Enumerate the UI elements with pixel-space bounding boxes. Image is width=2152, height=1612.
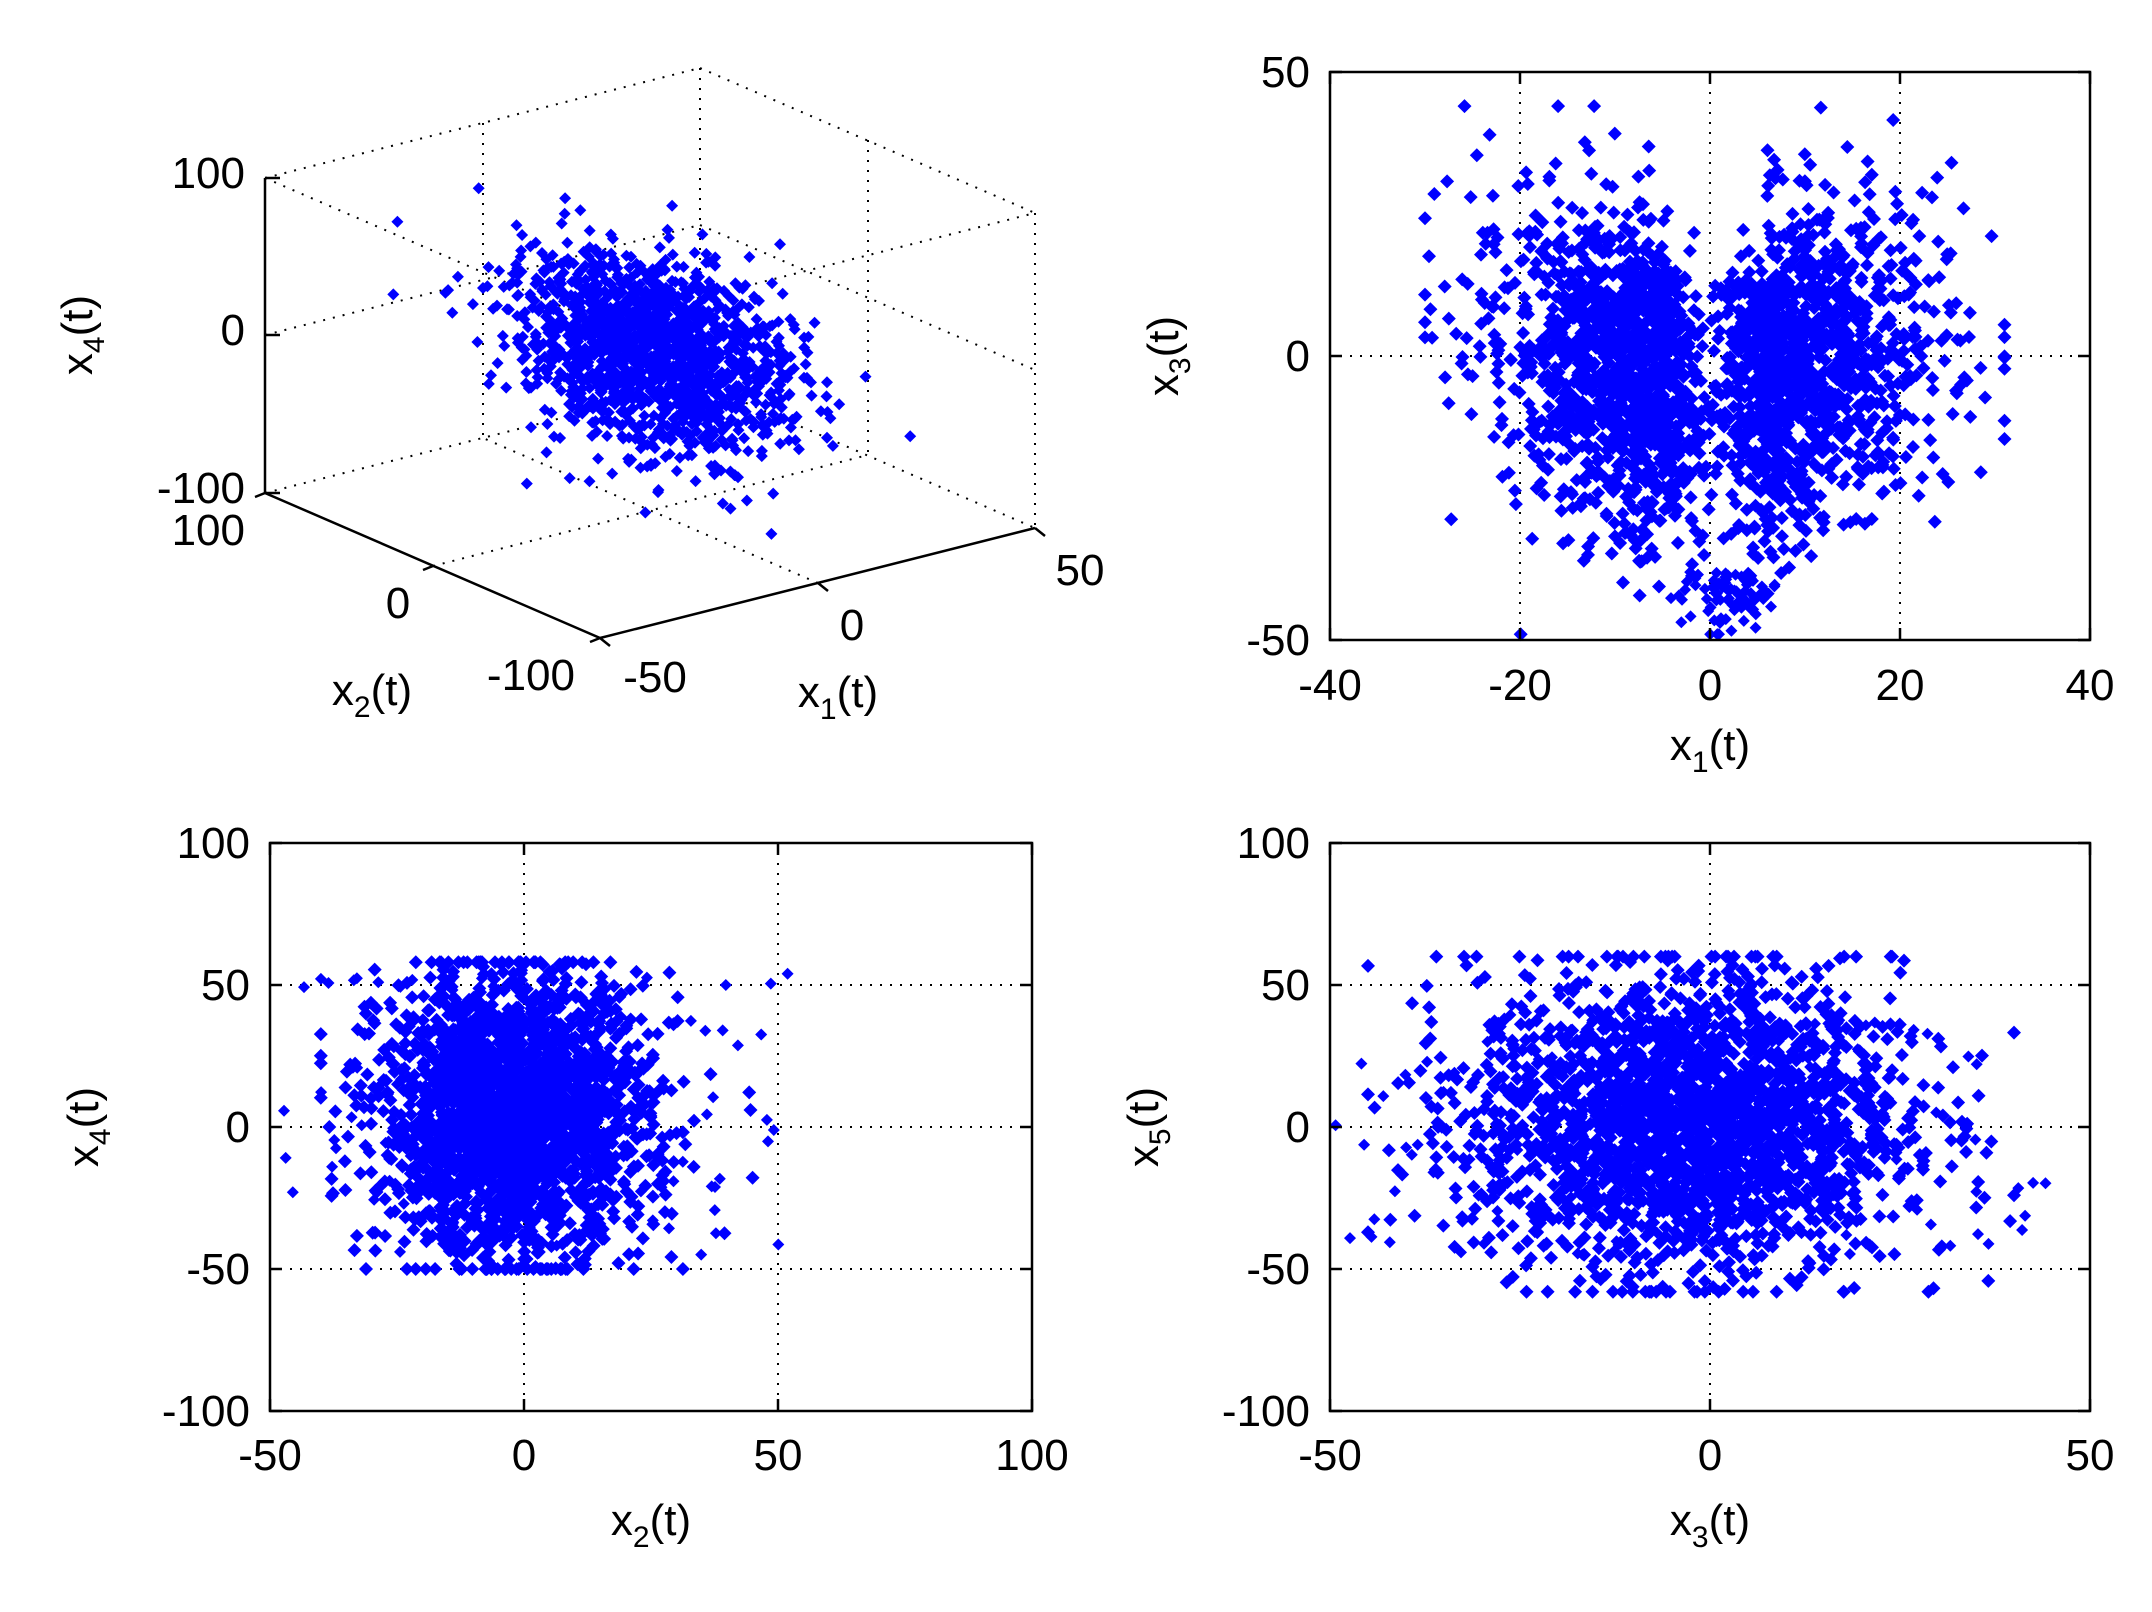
data-point — [772, 315, 785, 328]
data-point — [724, 502, 737, 515]
data-point — [673, 451, 686, 464]
data-point — [639, 506, 652, 519]
data-point — [666, 248, 679, 261]
y-tick-label: -50 — [1246, 616, 1310, 665]
data-point — [546, 345, 559, 358]
data-point — [471, 336, 484, 348]
data-point — [753, 294, 765, 307]
data-point — [496, 329, 509, 342]
x-tick-label: 50 — [1056, 546, 1105, 595]
data-point — [677, 260, 690, 273]
data-point — [498, 339, 511, 352]
data-point — [541, 418, 554, 430]
data-point — [604, 228, 617, 241]
data-point — [510, 219, 523, 232]
y-tick-label: 0 — [386, 579, 410, 628]
data-point — [506, 276, 519, 289]
data-point — [712, 415, 725, 428]
data-point — [538, 350, 551, 363]
z-tick-label: 100 — [172, 149, 245, 198]
data-point — [738, 432, 751, 445]
data-point — [493, 264, 506, 277]
data-point — [820, 390, 833, 403]
data-point — [742, 445, 755, 458]
data-point — [787, 318, 800, 331]
x-tick-label: -50 — [623, 653, 687, 702]
data-point — [491, 357, 504, 370]
y-tick-label: 50 — [1261, 48, 1310, 97]
data-point — [784, 421, 797, 434]
x-tick-label: 40 — [2066, 661, 2115, 710]
data-point — [563, 472, 576, 485]
data-point — [590, 425, 603, 438]
subplot-3d-points — [387, 182, 917, 540]
data-point — [732, 424, 745, 437]
data-point — [501, 303, 514, 316]
data-point — [659, 450, 672, 463]
data-point — [688, 246, 701, 259]
x-tick-label: -20 — [1488, 661, 1552, 710]
x-tick-label: 0 — [840, 601, 864, 650]
data-point — [743, 251, 756, 263]
data-point — [536, 247, 548, 259]
data-point — [821, 431, 833, 444]
data-point — [583, 475, 596, 488]
data-point — [759, 398, 772, 411]
data-point — [451, 270, 464, 283]
data-point — [625, 250, 637, 263]
data-point — [666, 433, 679, 445]
data-point — [777, 412, 790, 425]
data-point — [558, 207, 571, 220]
data-point — [583, 224, 596, 237]
data-point — [605, 247, 618, 260]
data-point — [472, 182, 485, 195]
data-point — [592, 452, 605, 465]
data-point — [821, 376, 833, 389]
data-point — [774, 238, 786, 251]
data-point — [482, 377, 495, 390]
data-point — [766, 407, 779, 420]
y-tick-label: -100 — [487, 651, 575, 700]
data-point — [387, 288, 400, 301]
data-point — [540, 446, 553, 459]
data-point — [904, 430, 917, 443]
data-point — [783, 434, 795, 447]
data-point — [623, 261, 636, 274]
grid-line — [699, 67, 1036, 214]
data-point — [689, 475, 702, 488]
subplot-3d: 100 0 -100 100 0 -100 -50 0 50 x4(t) x2(… — [53, 67, 1105, 726]
data-point — [446, 306, 459, 319]
data-point — [776, 287, 789, 300]
y-tick-label: 0 — [1286, 332, 1310, 381]
data-point — [766, 277, 779, 290]
data-point — [703, 275, 716, 288]
y-tick-label: 100 — [172, 506, 245, 555]
data-point — [740, 494, 753, 507]
data-point — [859, 370, 872, 383]
grid-line — [482, 437, 819, 584]
z-tick-label: 0 — [221, 306, 245, 355]
data-point — [798, 371, 810, 384]
data-point — [666, 199, 679, 212]
grid-line — [264, 177, 601, 324]
x-tick-label: -40 — [1298, 661, 1362, 710]
data-point — [767, 487, 780, 500]
grid-line — [699, 224, 1036, 371]
data-point — [520, 477, 533, 490]
data-point — [559, 192, 572, 205]
data-point — [601, 430, 614, 442]
data-point — [514, 250, 527, 263]
x-tick-label: 20 — [1876, 661, 1925, 710]
data-point — [661, 223, 674, 236]
data-point — [570, 337, 583, 349]
data-point — [561, 236, 574, 249]
data-point — [606, 467, 619, 480]
x-tick-label: 0 — [1698, 661, 1722, 710]
data-point — [538, 266, 551, 279]
data-point — [663, 231, 675, 244]
data-point — [611, 271, 624, 284]
data-point — [670, 465, 683, 477]
